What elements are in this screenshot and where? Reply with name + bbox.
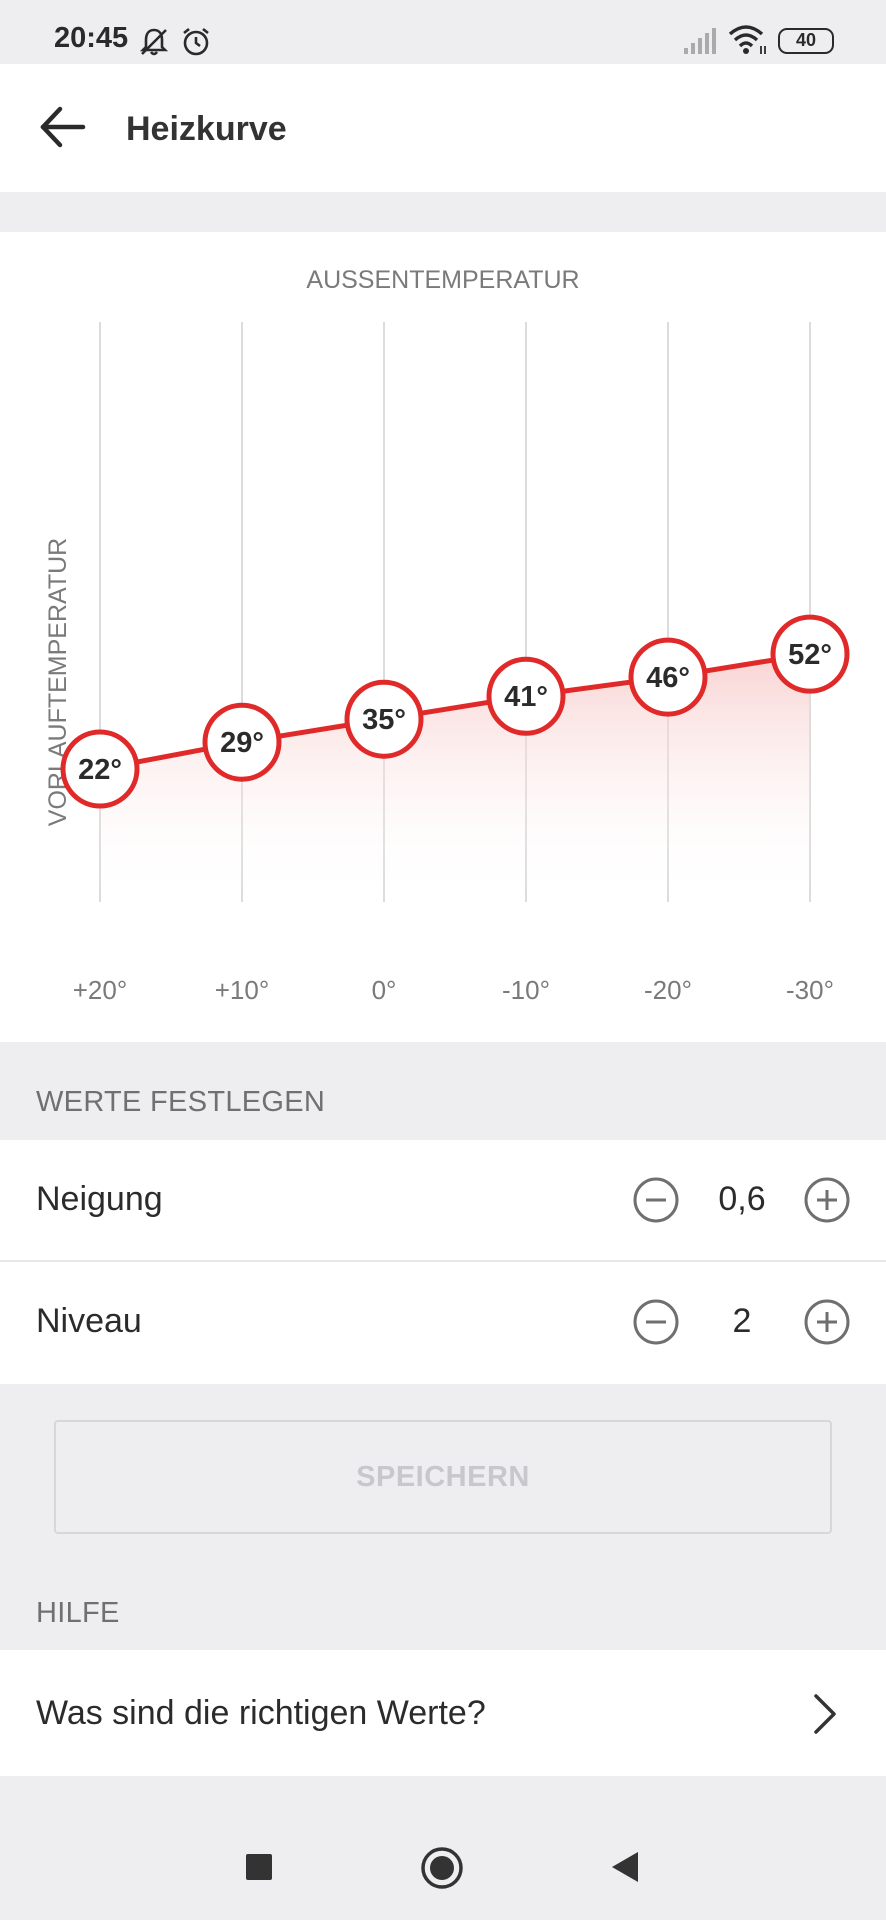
recents-square-icon[interactable] xyxy=(244,1852,274,1882)
neigung-label: Neigung xyxy=(36,1180,163,1218)
niveau-plus-icon[interactable] xyxy=(803,1298,851,1346)
save-button[interactable]: SPEICHERN xyxy=(54,1420,832,1534)
neigung-minus-icon[interactable] xyxy=(632,1176,680,1224)
neigung-value: 0,6 xyxy=(718,1180,766,1218)
home-circle-icon[interactable] xyxy=(420,1846,464,1890)
row-divider xyxy=(0,1260,886,1262)
heating-curve-chart: AUSSENTEMPERATUR VORLAUFTEMPERATUR 22°29… xyxy=(44,266,850,1005)
x-axis-title: AUSSENTEMPERATUR xyxy=(306,266,579,294)
x-tick-label: -30° xyxy=(786,975,834,1005)
data-point[interactable]: 35° xyxy=(344,679,424,759)
x-tick-label: 0° xyxy=(372,975,397,1005)
status-bar: 20:45 40 xyxy=(0,0,886,64)
x-tick-label: +20° xyxy=(73,975,128,1005)
x-tick-label: -20° xyxy=(644,975,692,1005)
signal-icon xyxy=(684,28,716,54)
data-point[interactable]: 29° xyxy=(202,702,282,782)
battery-level: 40 xyxy=(795,30,817,50)
status-time: 20:45 xyxy=(54,22,129,54)
arrow-left-icon[interactable] xyxy=(34,94,96,160)
curve-area xyxy=(100,654,810,902)
x-tick-label: -10° xyxy=(502,975,550,1005)
niveau-minus-icon[interactable] xyxy=(632,1298,680,1346)
app-bar: Heizkurve xyxy=(0,64,886,192)
niveau-value: 2 xyxy=(732,1302,752,1340)
x-tick-label: +10° xyxy=(215,975,270,1005)
data-point-marker[interactable] xyxy=(770,614,850,694)
chevron-right-icon xyxy=(814,1694,836,1734)
data-point-marker[interactable] xyxy=(60,729,140,809)
data-point-label: 35° xyxy=(362,704,406,736)
neigung-plus-icon[interactable] xyxy=(803,1176,851,1224)
battery-icon: 40 xyxy=(778,28,834,54)
data-point-marker[interactable] xyxy=(628,637,708,717)
data-point-label: 46° xyxy=(646,662,690,694)
hilfe-section-header: HILFE xyxy=(36,1597,120,1629)
data-point-label: 41° xyxy=(504,681,548,713)
bell-off-icon xyxy=(139,28,169,56)
data-point[interactable]: 46° xyxy=(628,637,708,717)
data-point-label: 29° xyxy=(220,727,264,759)
chart-card: AUSSENTEMPERATUR VORLAUFTEMPERATUR 22° 29… xyxy=(0,232,886,1042)
data-point-marker[interactable] xyxy=(202,702,282,782)
page-title: Heizkurve xyxy=(126,110,287,148)
back-triangle-icon[interactable] xyxy=(608,1850,642,1884)
alarm-icon xyxy=(183,27,209,56)
wifi-icon xyxy=(728,25,766,54)
help-item[interactable]: Was sind die richtigen Werte? xyxy=(0,1650,886,1776)
werte-section-header: WERTE FESTLEGEN xyxy=(36,1086,326,1118)
neigung-row: Neigung 0,6 xyxy=(0,1140,886,1262)
data-point-label: 52° xyxy=(788,639,832,671)
data-point[interactable]: 22° xyxy=(60,729,140,809)
data-point-label: 22° xyxy=(78,754,122,786)
help-item-label: Was sind die richtigen Werte? xyxy=(36,1694,486,1732)
data-point[interactable]: 41° xyxy=(486,656,566,736)
data-point-marker[interactable] xyxy=(344,679,424,759)
data-point-marker[interactable] xyxy=(486,656,566,736)
niveau-row: Niveau 2 xyxy=(0,1262,886,1384)
niveau-label: Niveau xyxy=(36,1302,142,1340)
system-nav-bar xyxy=(0,1812,886,1920)
data-point[interactable]: 52° xyxy=(770,614,850,694)
